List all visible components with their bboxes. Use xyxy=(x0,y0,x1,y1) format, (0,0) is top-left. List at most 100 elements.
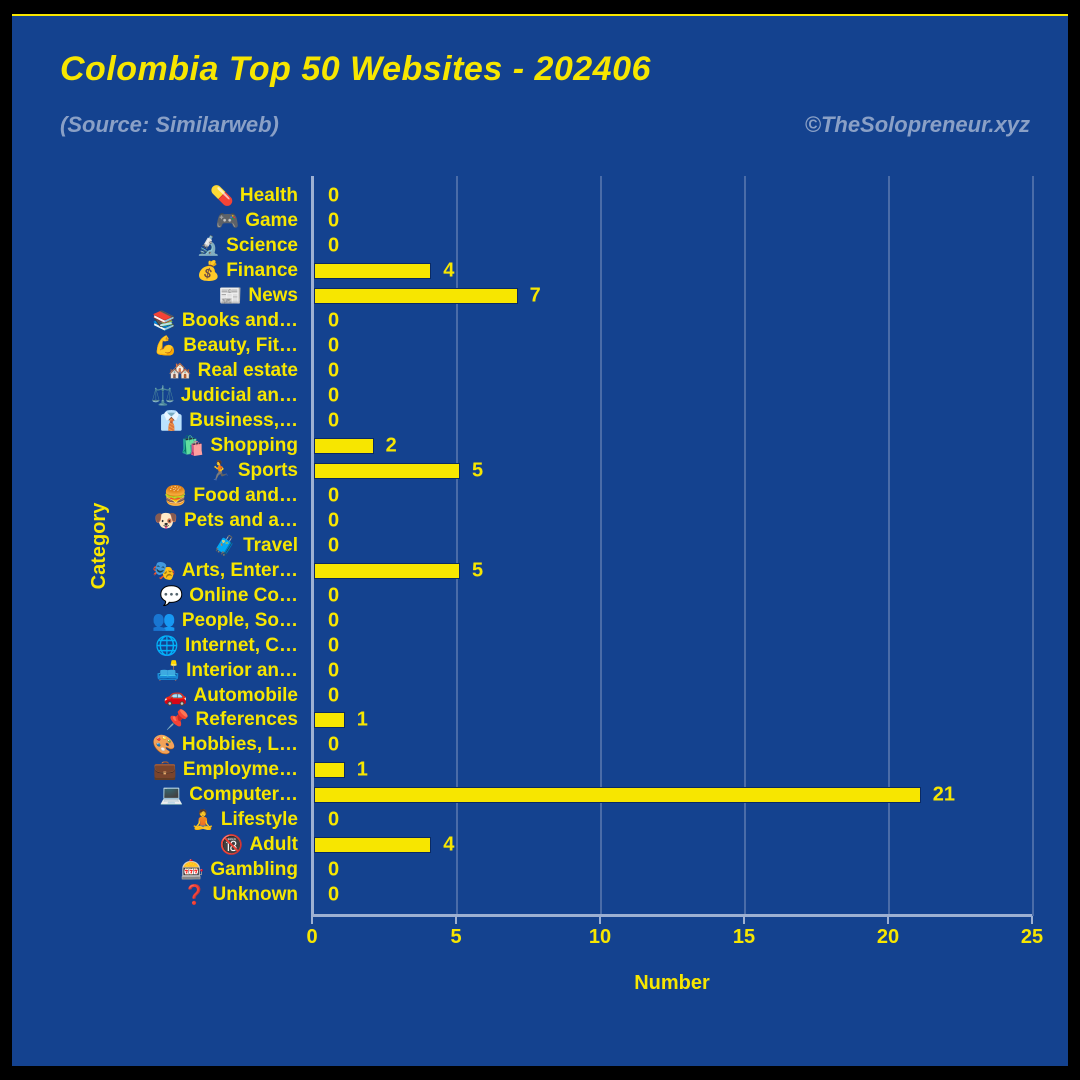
category-label: ❓Unknown xyxy=(183,883,312,907)
category-text: Real estate xyxy=(198,360,298,382)
category-text: Automobile xyxy=(194,685,299,707)
category-icon: 💼 xyxy=(153,758,177,782)
category-text: Game xyxy=(245,210,298,232)
bar-value: 4 xyxy=(443,834,454,857)
category-icon: 👥 xyxy=(152,609,176,633)
category-icon: 📚 xyxy=(152,309,176,333)
bar-value: 0 xyxy=(328,310,339,333)
category-label: 🎨Hobbies, L… xyxy=(152,733,312,757)
x-tick-label: 20 xyxy=(877,926,899,949)
bar-row: 🏃Sports5 xyxy=(312,461,1032,481)
category-text: Shopping xyxy=(210,435,298,457)
category-icon: 🛍️ xyxy=(181,434,205,458)
category-label: 👔Business,… xyxy=(160,409,312,433)
bar-value: 0 xyxy=(328,884,339,907)
category-text: Books and… xyxy=(182,310,298,332)
bar-value: 0 xyxy=(328,534,339,557)
category-text: Travel xyxy=(243,535,298,557)
category-text: Beauty, Fit… xyxy=(183,335,298,357)
category-label: 🎰Gambling xyxy=(181,858,312,882)
category-text: Judicial an… xyxy=(181,385,298,407)
x-tick-label: 25 xyxy=(1021,926,1043,949)
bar xyxy=(314,712,345,728)
category-text: Finance xyxy=(226,260,298,282)
category-text: Science xyxy=(226,235,298,257)
category-icon: 💪 xyxy=(154,334,178,358)
bar-row: 🐶Pets and a…0 xyxy=(312,511,1032,531)
bar-value: 21 xyxy=(933,784,955,807)
bar-row: 🎭Arts, Enter…5 xyxy=(312,561,1032,581)
category-icon: 🔞 xyxy=(220,833,244,857)
category-icon: 🛋️ xyxy=(156,659,180,683)
bar xyxy=(314,787,921,803)
category-icon: 💬 xyxy=(160,584,184,608)
bar xyxy=(314,463,460,479)
category-label: 📚 Books and… xyxy=(152,309,312,333)
category-text: Pets and a… xyxy=(184,510,298,532)
category-label: 🚗Automobile xyxy=(164,684,312,708)
bar-row: 💰Finance4 xyxy=(312,261,1032,281)
category-label: 🎮Game xyxy=(216,209,312,233)
x-tick-label: 10 xyxy=(589,926,611,949)
category-label: 💻Computer… xyxy=(160,783,312,807)
bar-value: 0 xyxy=(328,335,339,358)
category-text: Business,… xyxy=(189,410,298,432)
category-text: Interior an… xyxy=(186,660,298,682)
bar-row: 🧘Lifestyle0 xyxy=(312,810,1032,830)
category-icon: 🎭 xyxy=(152,559,176,583)
bar-row: 🎰Gambling0 xyxy=(312,860,1032,880)
category-label: 💼Employme… xyxy=(153,758,312,782)
category-label: 🧘Lifestyle xyxy=(191,808,312,832)
category-label: 💬Online Co… xyxy=(160,584,312,608)
bar xyxy=(314,438,374,454)
category-text: Gambling xyxy=(210,859,298,881)
category-label: 🧳 Travel xyxy=(213,534,312,558)
bar-value: 2 xyxy=(386,435,397,458)
chart-credit: ©TheSolopreneur.xyz xyxy=(805,112,1030,138)
bar-row: 💪Beauty, Fit…0 xyxy=(312,336,1032,356)
category-label: 💪Beauty, Fit… xyxy=(154,334,312,358)
bar-row: 🛍️Shopping2 xyxy=(312,436,1032,456)
category-label: ⚖️Judicial an… xyxy=(151,384,312,408)
category-label: 🛋️ Interior an… xyxy=(156,659,312,683)
category-text: People, So… xyxy=(182,610,298,632)
bar-value: 0 xyxy=(328,734,339,757)
x-tick-mark xyxy=(455,916,457,924)
x-tick-mark xyxy=(1031,916,1033,924)
category-icon: ❓ xyxy=(183,883,207,907)
x-axis xyxy=(312,914,1032,917)
bar-row: 👔Business,…0 xyxy=(312,411,1032,431)
category-icon: 🏃 xyxy=(208,459,232,483)
x-tick-label: 0 xyxy=(306,926,317,949)
bar-value: 0 xyxy=(328,185,339,208)
chart-frame: Colombia Top 50 Websites - 202406 (Sourc… xyxy=(12,14,1068,1066)
bar-row: ⚖️Judicial an…0 xyxy=(312,386,1032,406)
category-label: 💊Health xyxy=(210,184,312,208)
bar-row: 🔞Adult4 xyxy=(312,835,1032,855)
category-text: Online Co… xyxy=(189,585,298,607)
category-icon: 🔬 xyxy=(197,234,221,258)
category-icon: 🧳 xyxy=(213,534,237,558)
category-icon: 🐶 xyxy=(154,509,178,533)
bar-value: 5 xyxy=(472,459,483,482)
chart-title: Colombia Top 50 Websites - 202406 xyxy=(60,50,651,89)
category-label: 🛍️Shopping xyxy=(181,434,312,458)
bar xyxy=(314,563,460,579)
category-icon: 🎮 xyxy=(216,209,240,233)
category-label: 🔬Science xyxy=(197,234,313,258)
bar-row: 👥People, So…0 xyxy=(312,611,1032,631)
category-icon: 📌 xyxy=(166,708,190,732)
category-icon: 📰 xyxy=(219,284,243,308)
bar-value: 0 xyxy=(328,684,339,707)
category-text: News xyxy=(248,285,298,307)
category-icon: 🍔 xyxy=(164,484,188,508)
category-text: Arts, Enter… xyxy=(182,560,298,582)
x-tick-mark xyxy=(599,916,601,924)
category-label: 👥 People, So… xyxy=(152,609,312,633)
grid-line xyxy=(1032,176,1034,916)
x-tick-mark xyxy=(887,916,889,924)
category-icon: 👔 xyxy=(160,409,184,433)
category-label: 🔞Adult xyxy=(220,833,312,857)
category-text: Lifestyle xyxy=(221,809,298,831)
category-label: 🏘️Real estate xyxy=(168,359,312,383)
